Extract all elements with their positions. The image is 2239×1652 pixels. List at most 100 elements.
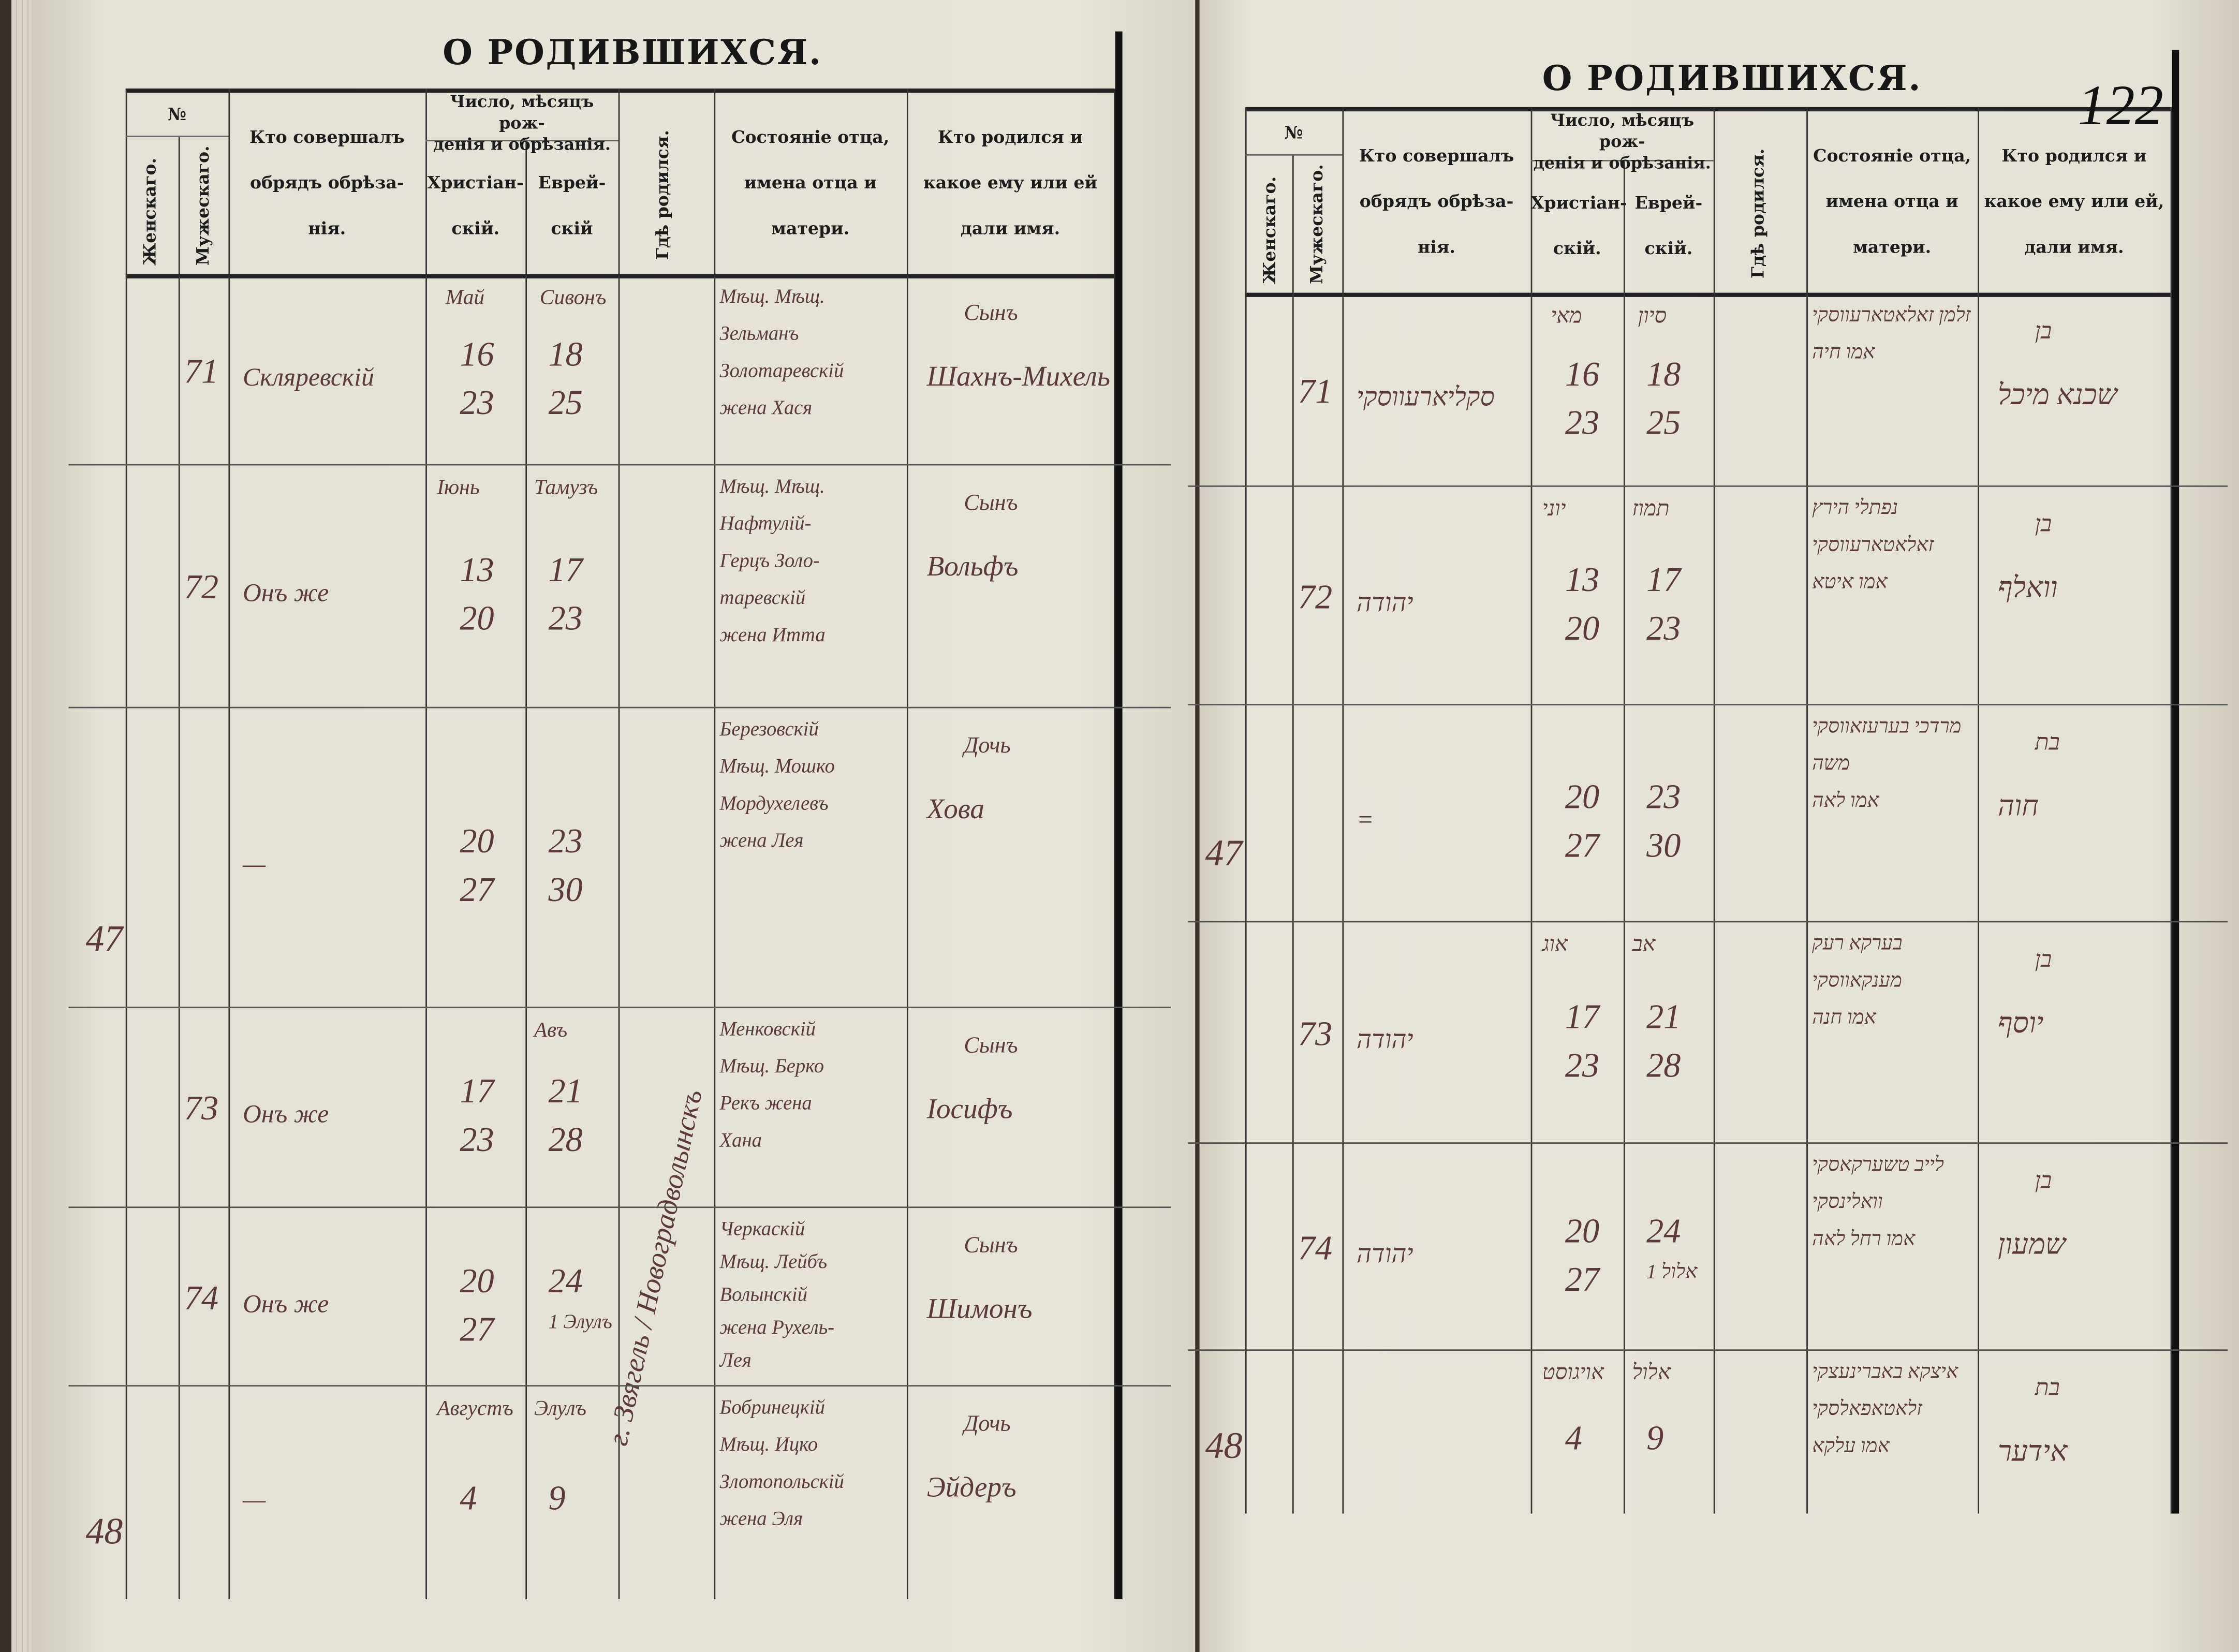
right-row-jewish-date: 25 — [1646, 405, 1681, 442]
right-row-jewish-date: 30 — [1646, 828, 1681, 865]
left-row-christian-date: 17 — [460, 1073, 494, 1111]
right-header-top-rule — [1245, 107, 2171, 112]
right-row-father-line: לייב טשערקאסקי — [1812, 1155, 1944, 1177]
right-header-christian-line: скій. — [1553, 238, 1601, 259]
left-row-child-line: Іосифъ — [926, 1094, 1013, 1126]
left-header-number: № — [168, 104, 187, 125]
left-row-father-line: жена Эля — [719, 1509, 803, 1531]
right-row-divider — [1188, 921, 2228, 923]
right-row-divider — [1188, 1349, 2228, 1351]
left-row-child-line: Сынъ — [964, 491, 1018, 515]
left-row-father-line: Мордухелевъ — [719, 794, 829, 816]
right-row-divider — [1188, 704, 2228, 705]
left-row-christian-date: 20 — [460, 1263, 494, 1301]
right-header-who-performed-line: Кто совершалъ — [1359, 145, 1514, 166]
left-row-divider — [68, 1206, 1171, 1208]
right-header-date-group-line: денія и обрѣзанія. — [1533, 153, 1711, 173]
left-row-father-line: Мѣщ. Лейбъ — [719, 1252, 828, 1274]
right-header-date-group-line: Число, мѣсяцъ рож- — [1550, 110, 1695, 152]
right-row-male-number: 73 — [1298, 1016, 1333, 1053]
left-row-father-line: Золотаревскій — [719, 361, 844, 383]
right-row-child-line: בת — [2035, 1376, 2060, 1401]
right-row-father-line: בערקא רעק — [1812, 934, 1903, 955]
left-row-who: — — [243, 849, 266, 878]
right-row-divider — [1188, 1142, 2228, 1144]
left-row-child-line: Шимонъ — [926, 1293, 1033, 1325]
right-header-bottom-rule — [1245, 292, 2171, 297]
right-row-father-line: זאלאטארעווסקי — [1812, 535, 1934, 557]
left-col-divider — [228, 89, 230, 1600]
left-row-christian-date: 4 — [460, 1481, 477, 1518]
left-header-where-born: Гдѣ родился. — [652, 130, 673, 260]
right-col-divider — [1530, 107, 1533, 1514]
right-row-who: סקליארעווסקי — [1357, 382, 1495, 411]
left-col-divider — [906, 89, 908, 1600]
left-header-father-status-line: Состояніе отца, — [731, 127, 890, 148]
left-header-jewish-line: скій — [551, 218, 593, 239]
right-row-father-line: וואלינסקי — [1812, 1192, 1883, 1214]
left-row-father-line: Мѣщ. Мѣщ. — [719, 287, 825, 308]
left-row-father-line: Злотопольскій — [719, 1472, 844, 1494]
right-row-who: יהודה — [1357, 587, 1413, 616]
left-header-child-line: Кто родился и — [937, 127, 1083, 148]
left-header-who-performed-line: обрядъ обрѣза- — [249, 172, 404, 193]
left-row-jewish-date: 24 — [548, 1263, 583, 1301]
left-row-child-line: Сынъ — [964, 1233, 1018, 1258]
right-header-number: № — [1284, 123, 1303, 143]
left-header-father-status: Состояніе отца, имена отца и матери. — [714, 114, 907, 252]
right-row-child-line: בן — [2035, 948, 2052, 972]
left-row-christian-date: 27 — [460, 1311, 494, 1349]
left-col-divider — [178, 136, 180, 1600]
left-row-child-line: Дочь — [964, 1412, 1011, 1437]
left-header-who-performed-line: Кто совершалъ — [249, 127, 405, 148]
right-row-christian-date: 27 — [1565, 1261, 1600, 1299]
right-row-chr-month: אוג — [1542, 934, 1568, 957]
right-header-child: Кто родился и какое ему или ей, дали имя. — [1978, 133, 2170, 270]
left-row-divider — [68, 706, 1171, 709]
left-row-male-number: 74 — [184, 1280, 219, 1318]
left-col-divider — [425, 89, 427, 1600]
right-header-where-born: Гдѣ родился. — [1748, 148, 1768, 279]
left-row-father-line: Бобринецкій — [719, 1398, 825, 1420]
right-row-female-number: 47 — [1205, 832, 1243, 874]
left-page-title: О РОДИВШИХСЯ. — [443, 31, 822, 73]
left-header-child: Кто родился и какое ему или ей дали имя. — [907, 114, 1114, 252]
left-row-who: Скляревскій — [243, 362, 374, 391]
right-header-jewish-line: скій. — [1644, 238, 1693, 259]
left-col-divider — [525, 140, 527, 1600]
right-row-christian-date: 20 — [1565, 610, 1600, 648]
right-row-chr-month: יוני — [1542, 498, 1566, 522]
left-header-jewish-line: Еврей- — [538, 172, 606, 193]
right-col-divider — [1623, 160, 1625, 1514]
right-row-christian-date: 17 — [1565, 998, 1600, 1036]
right-header-father-status-line: Состояніе отца, — [1813, 145, 1971, 166]
right-row-father-line: אמו איטא — [1812, 572, 1888, 594]
right-date-split — [1530, 160, 1714, 161]
left-row-child-line: Сынъ — [964, 1034, 1018, 1058]
right-row-christian-date: 13 — [1565, 562, 1600, 599]
left-header-father-status-line: имена отца и — [744, 172, 877, 193]
left-row-christian-date: 16 — [460, 336, 494, 374]
right-header-who-performed-line: нія. — [1418, 237, 1455, 257]
left-header-jewish: Еврей-скій — [525, 160, 618, 252]
left-row-female-number: 47 — [85, 918, 123, 960]
right-header-female: Женскаго. — [1259, 176, 1280, 285]
left-row-who: Онъ же — [243, 1099, 329, 1128]
right-header-child-line: Кто родился и — [2001, 145, 2147, 166]
right-row-child-line: שכנא מיכל — [1997, 379, 2117, 411]
left-row-christian-date: 20 — [460, 823, 494, 861]
left-row-father-line: жена Лея — [719, 831, 804, 853]
left-row-christian-date: 23 — [460, 385, 494, 422]
left-header-who-performed-line: нія. — [308, 218, 346, 239]
right-row-jewish-date: 24 — [1646, 1213, 1681, 1250]
left-header-date-group-line: Число, мѣсяцъ рож- — [450, 91, 594, 133]
right-month-christian: מאי — [1551, 305, 1582, 329]
left-row-father-line: Мѣщ. Берко — [719, 1056, 824, 1079]
left-row-chr-month: Августъ — [437, 1398, 513, 1421]
right-header-jewish-line: Еврей- — [1634, 193, 1703, 213]
left-row-male-number: 72 — [184, 569, 219, 607]
left-row-jewish-date: 9 — [548, 1481, 566, 1518]
left-header-christian-line: Христіан- — [427, 172, 524, 193]
left-row-christian-date: 13 — [460, 552, 494, 590]
